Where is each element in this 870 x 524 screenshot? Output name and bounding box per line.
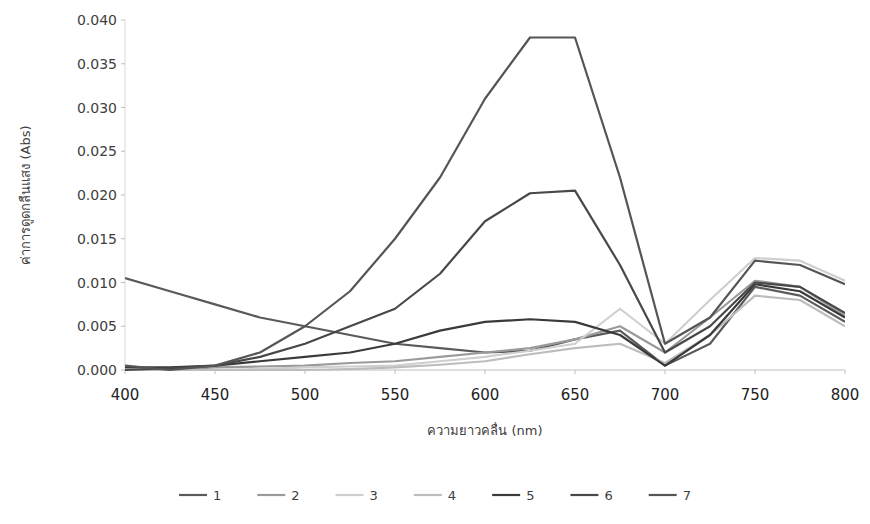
y-tick <box>121 370 125 371</box>
legend-label: 6 <box>604 488 612 503</box>
y-tick <box>121 20 125 21</box>
x-tick-label: 800 <box>831 386 860 404</box>
y-tick <box>121 63 125 64</box>
y-tick <box>121 282 125 283</box>
x-tick-label: 550 <box>381 386 410 404</box>
legend-swatch <box>414 494 442 496</box>
series-line <box>125 38 845 371</box>
legend-swatch <box>179 494 207 496</box>
x-tick-label: 600 <box>471 386 500 404</box>
series-line <box>125 296 845 370</box>
legend-label: 2 <box>291 488 299 503</box>
x-tick <box>755 370 756 374</box>
y-tick <box>121 151 125 152</box>
y-tick-label: 0.020 <box>77 187 117 203</box>
legend-swatch <box>492 494 520 496</box>
y-tick-label: 0.035 <box>77 56 117 72</box>
legend-label: 5 <box>526 488 534 503</box>
plot-area <box>125 38 845 371</box>
legend: 1 2 3 4 5 6 7 <box>179 488 691 503</box>
series-line <box>125 258 845 370</box>
y-tick-label: 0.000 <box>77 362 117 378</box>
x-tick-label: 650 <box>561 386 590 404</box>
legend-label: 1 <box>213 488 221 503</box>
y-tick-label: 0.025 <box>77 143 117 159</box>
legend-swatch <box>570 494 598 496</box>
x-tick <box>575 370 576 374</box>
chart: 0.000 0.005 0.010 0.015 0.020 0.025 0.030 0.035… <box>0 0 870 524</box>
y-axis-title: ค่าการดูดกลืนแสง (Abs) <box>18 125 34 264</box>
x-tick-label: 400 <box>111 386 140 404</box>
x-tick <box>395 370 396 374</box>
x-tick-label: 500 <box>291 386 320 404</box>
series-line <box>125 191 845 370</box>
y-tick-label: 0.010 <box>77 275 117 291</box>
x-tick <box>485 370 486 374</box>
legend-swatch <box>649 494 677 496</box>
x-tick <box>665 370 666 374</box>
legend-label: 3 <box>370 488 378 503</box>
y-tick <box>121 238 125 239</box>
x-tick <box>845 370 846 374</box>
x-tick-label: 700 <box>651 386 680 404</box>
legend-swatch <box>336 494 364 496</box>
legend-label: 4 <box>448 488 456 503</box>
series-line <box>125 284 845 367</box>
y-tick <box>121 326 125 327</box>
y-tick-label: 0.005 <box>77 318 117 334</box>
y-tick-label: 0.030 <box>77 100 117 116</box>
x-tick-label: 750 <box>741 386 770 404</box>
x-axis-title: ความยาวคลื่น (nm) <box>427 422 542 438</box>
y-tick-label: 0.040 <box>77 12 117 28</box>
legend-label: 7 <box>683 488 691 503</box>
y-tick-label: 0.015 <box>77 231 117 247</box>
legend-swatch <box>257 494 285 496</box>
y-tick <box>121 107 125 108</box>
y-tick <box>121 195 125 196</box>
x-tick-label: 450 <box>201 386 230 404</box>
